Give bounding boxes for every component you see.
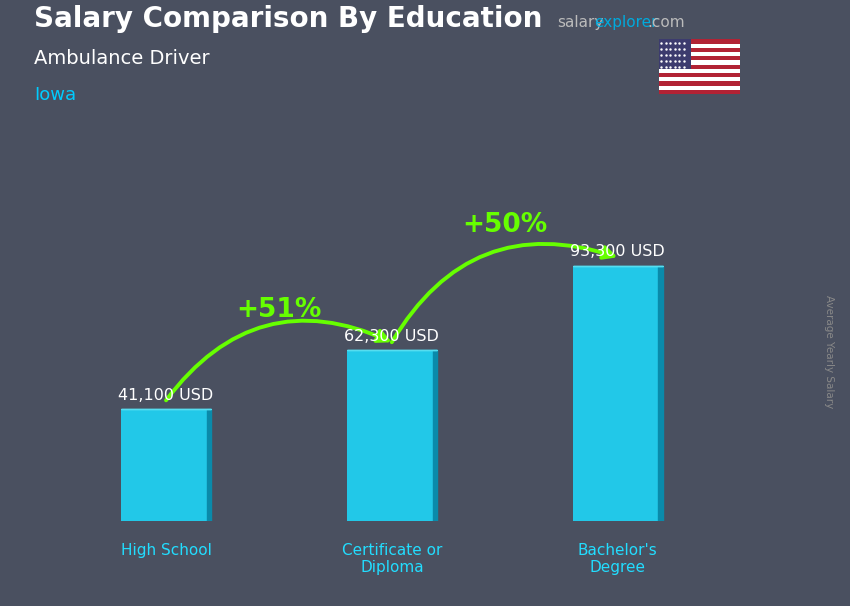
FancyArrowPatch shape <box>166 321 388 401</box>
Polygon shape <box>207 408 211 521</box>
Bar <box>659 85 740 90</box>
Bar <box>659 68 740 73</box>
Bar <box>121 408 207 521</box>
Text: explorer: explorer <box>594 15 658 30</box>
Bar <box>659 77 740 81</box>
Bar <box>659 61 740 65</box>
FancyArrowPatch shape <box>392 244 614 342</box>
Text: salary: salary <box>557 15 604 30</box>
Bar <box>659 73 740 77</box>
Bar <box>659 48 740 52</box>
Text: 93,300 USD: 93,300 USD <box>570 244 665 259</box>
Bar <box>659 56 740 61</box>
Text: Average Yearly Salary: Average Yearly Salary <box>824 295 834 408</box>
Polygon shape <box>659 265 663 521</box>
Text: High School: High School <box>121 543 212 558</box>
Text: Bachelor's
Degree: Bachelor's Degree <box>578 543 657 576</box>
Bar <box>659 65 740 68</box>
Text: .com: .com <box>648 15 685 30</box>
Text: Ambulance Driver: Ambulance Driver <box>34 48 210 68</box>
Bar <box>347 350 433 521</box>
Bar <box>659 44 740 48</box>
Bar <box>659 90 740 94</box>
Bar <box>659 39 740 44</box>
Text: +51%: +51% <box>236 298 321 323</box>
Bar <box>659 52 740 56</box>
Text: 41,100 USD: 41,100 USD <box>118 387 213 402</box>
Bar <box>659 81 740 85</box>
Text: Salary Comparison By Education: Salary Comparison By Education <box>34 5 542 33</box>
Text: 62,300 USD: 62,300 USD <box>344 330 439 344</box>
Polygon shape <box>433 350 437 521</box>
Bar <box>573 265 659 521</box>
Text: Certificate or
Diploma: Certificate or Diploma <box>342 543 442 576</box>
Text: +50%: +50% <box>462 212 547 238</box>
Text: Iowa: Iowa <box>34 86 76 104</box>
Bar <box>659 39 691 68</box>
